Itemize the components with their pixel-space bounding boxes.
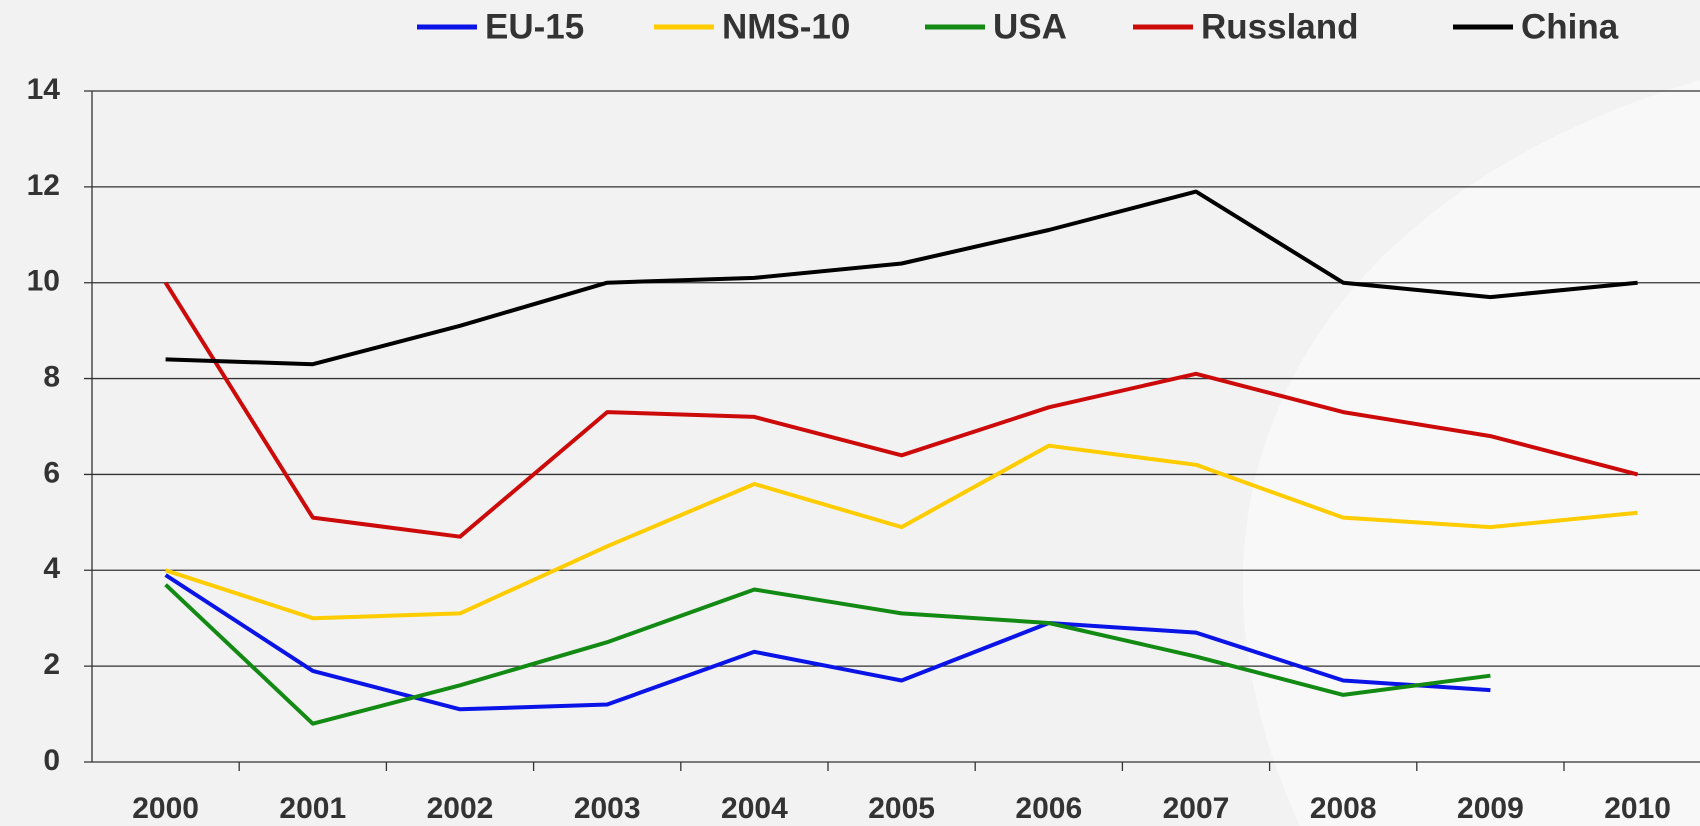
series-line <box>164 573 1491 712</box>
y-tick-label: 12 <box>27 169 60 202</box>
series-line <box>163 281 1639 539</box>
x-tick-label: 2004 <box>721 792 788 825</box>
x-tick-label: 2002 <box>427 792 494 825</box>
x-tick-label: 2010 <box>1604 792 1671 825</box>
background-swoosh <box>1242 80 1700 826</box>
x-tick-label: 2008 <box>1310 792 1377 825</box>
legend-label: USA <box>993 7 1067 46</box>
y-tick-label: 0 <box>43 744 60 777</box>
x-tick-label: 2001 <box>279 792 346 825</box>
y-tick-label: 6 <box>43 456 60 489</box>
series-line <box>165 189 1638 367</box>
y-tick-label: 4 <box>43 552 60 585</box>
legend-label: EU-15 <box>485 7 584 46</box>
series-line <box>164 443 1638 621</box>
y-tick-label: 14 <box>27 73 61 106</box>
x-tick-label: 2000 <box>132 792 199 825</box>
legend-label: NMS-10 <box>722 7 850 46</box>
x-tick-label: 2007 <box>1163 792 1230 825</box>
y-tick-label: 8 <box>43 360 60 393</box>
x-tick-label: 2006 <box>1015 792 1082 825</box>
legend-label: China <box>1521 7 1619 46</box>
x-tick-label: 2005 <box>868 792 935 825</box>
series-line <box>164 583 1491 726</box>
x-tick-label: 2009 <box>1457 792 1524 825</box>
legend-label: Russland <box>1201 7 1359 46</box>
y-tick-label: 2 <box>43 648 60 681</box>
x-tick-label: 2003 <box>574 792 641 825</box>
y-tick-label: 10 <box>27 265 60 298</box>
